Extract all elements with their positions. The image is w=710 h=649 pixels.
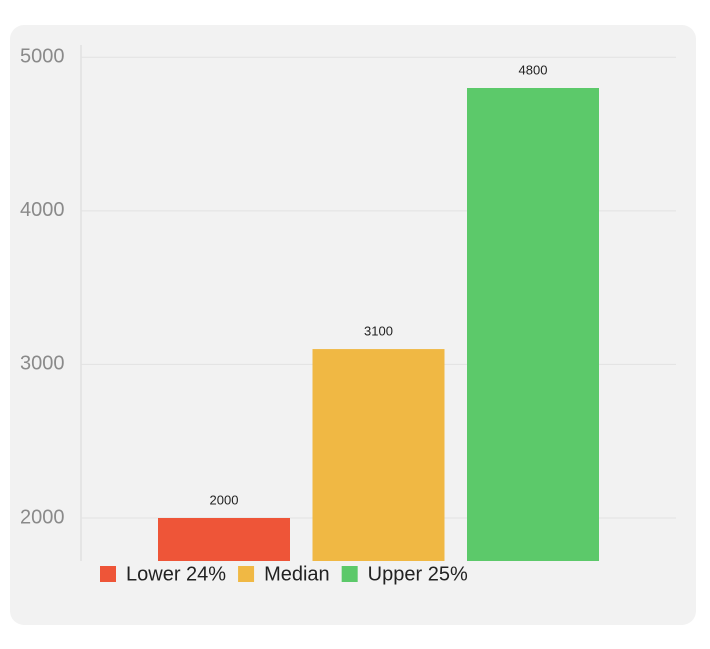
- legend-label: Median: [264, 563, 330, 585]
- data-label: 3100: [364, 324, 393, 339]
- legend-swatch: [238, 566, 255, 582]
- bar: [467, 88, 599, 561]
- y-tick-label: 4000: [20, 199, 65, 221]
- data-label: 2000: [210, 492, 239, 507]
- legend-label: Upper 25%: [368, 563, 468, 585]
- bar: [312, 349, 445, 561]
- data-label: 4800: [519, 62, 548, 77]
- y-tick-label: 5000: [20, 46, 65, 68]
- y-tick-label: 2000: [20, 506, 65, 528]
- bar: [158, 518, 290, 561]
- y-tick-label: 3000: [20, 353, 65, 375]
- legend-label: Lower 24%: [126, 563, 226, 585]
- legend-swatch: [341, 566, 358, 582]
- legend-swatch: [100, 566, 116, 582]
